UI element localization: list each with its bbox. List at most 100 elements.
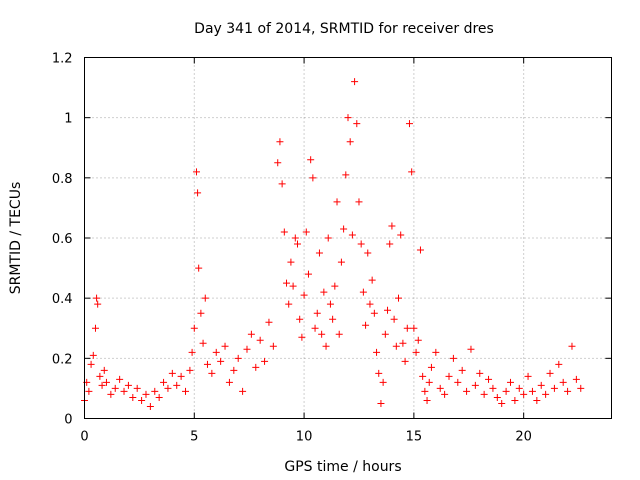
data-point [449, 354, 457, 362]
data-point [485, 375, 493, 383]
data-point [87, 360, 95, 368]
data-point [168, 369, 176, 377]
data-point [182, 387, 190, 395]
data-point [359, 288, 367, 296]
data-point [355, 198, 363, 206]
data-point [201, 294, 209, 302]
data-points [81, 78, 585, 410]
data-point [498, 399, 506, 407]
data-point [315, 249, 323, 257]
data-point [471, 381, 479, 389]
data-point [221, 342, 229, 350]
data-point [542, 390, 550, 398]
data-point [423, 396, 431, 404]
data-point [357, 240, 365, 248]
data-point [351, 78, 359, 86]
data-point [192, 168, 200, 176]
data-point [364, 249, 372, 257]
data-point [331, 282, 339, 290]
data-point [568, 342, 576, 350]
data-point [493, 393, 501, 401]
data-point [463, 387, 471, 395]
data-point [91, 324, 99, 332]
y-tick-label: 0.4 [52, 292, 73, 307]
data-point [524, 372, 532, 380]
data-point [252, 363, 260, 371]
data-point [107, 390, 115, 398]
data-point [445, 372, 453, 380]
data-point [93, 294, 101, 302]
data-point [164, 384, 172, 392]
data-point [287, 258, 295, 266]
y-tick-label: 0.6 [52, 232, 73, 247]
x-axis-label: GPS time / hours [284, 459, 401, 475]
data-point [173, 381, 181, 389]
data-point [283, 279, 291, 287]
data-point [401, 357, 409, 365]
data-point [203, 360, 211, 368]
data-point [506, 378, 514, 386]
data-point [368, 276, 376, 284]
y-tick-label: 1.2 [52, 52, 73, 67]
data-point [533, 396, 541, 404]
data-point [480, 390, 488, 398]
data-point [403, 324, 411, 332]
data-point [212, 348, 220, 356]
data-point [89, 351, 97, 359]
x-tick-label: 15 [406, 430, 423, 445]
data-point [142, 390, 150, 398]
data-point [318, 330, 326, 338]
data-point [399, 339, 407, 347]
data-point [436, 384, 444, 392]
data-point [559, 378, 567, 386]
data-point [467, 345, 475, 353]
data-point [546, 369, 554, 377]
data-point [225, 378, 233, 386]
data-point [291, 234, 299, 242]
plot-frame [84, 57, 612, 419]
data-point [366, 300, 374, 308]
data-point [324, 234, 332, 242]
data-point [392, 342, 400, 350]
data-point [307, 156, 315, 164]
data-point [278, 180, 286, 188]
data-point [320, 288, 328, 296]
data-point [302, 228, 310, 236]
data-point [335, 330, 343, 338]
data-point [340, 225, 348, 233]
data-point [98, 381, 106, 389]
data-point [195, 264, 203, 272]
data-point [395, 294, 403, 302]
data-point [151, 387, 159, 395]
data-point [217, 357, 225, 365]
data-point [346, 138, 354, 146]
data-point [390, 315, 398, 323]
x-tick-label: 0 [80, 430, 88, 445]
data-point [329, 315, 337, 323]
data-point [333, 198, 341, 206]
data-point [414, 336, 422, 344]
data-point [555, 360, 563, 368]
data-point [188, 348, 196, 356]
data-point [155, 393, 163, 401]
data-point [577, 384, 585, 392]
data-point [309, 174, 317, 182]
data-point [397, 231, 405, 239]
y-tick-label: 0.2 [52, 352, 73, 367]
data-point [515, 384, 523, 392]
data-point [274, 159, 282, 167]
data-point [410, 324, 418, 332]
data-point [416, 246, 424, 254]
data-point [129, 393, 137, 401]
data-point [419, 372, 427, 380]
data-point [208, 369, 216, 377]
data-point [311, 324, 319, 332]
data-point [502, 387, 510, 395]
data-point [337, 258, 345, 266]
data-point [511, 396, 519, 404]
data-point [243, 345, 251, 353]
data-point [476, 369, 484, 377]
data-point [362, 321, 370, 329]
